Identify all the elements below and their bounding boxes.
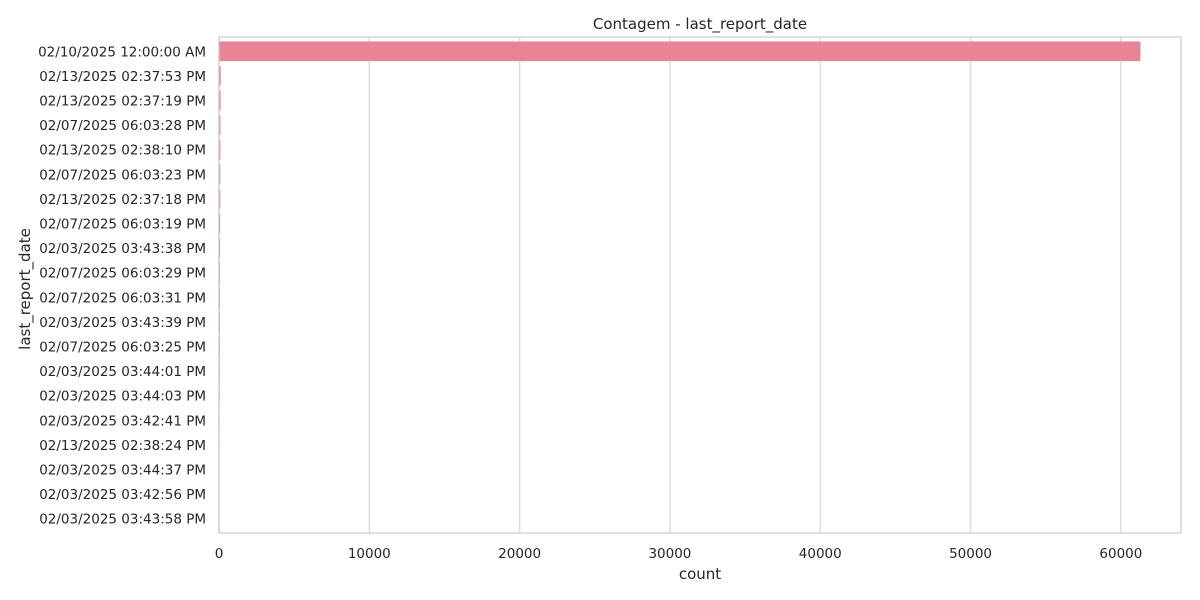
y-tick-label: 02/03/2025 03:42:56 PM [39,487,206,503]
y-tick-label: 02/03/2025 03:43:39 PM [39,315,206,331]
y-tick-label: 02/03/2025 03:44:03 PM [39,389,206,405]
y-tick-label: 02/03/2025 03:44:01 PM [39,364,206,380]
y-tick-label: 02/10/2025 12:00:00 AM [38,44,206,60]
bars [219,41,1141,529]
x-tick-label: 60000 [1099,546,1142,562]
bar [219,139,221,160]
x-axis-ticks: 0 10000 20000 30000 40000 50000 60000 [215,546,1143,562]
x-tick-label: 50000 [949,546,992,562]
bar [219,164,221,185]
x-tick-label: 20000 [498,546,541,562]
y-tick-label: 02/13/2025 02:37:19 PM [39,94,206,110]
x-tick-label: 40000 [799,546,842,562]
bar [219,189,221,209]
bar [219,115,221,135]
chart-title: Contagem - last_report_date [593,15,807,34]
y-tick-label: 02/07/2025 06:03:23 PM [39,167,206,183]
y-tick-label: 02/07/2025 06:03:19 PM [39,217,206,233]
plot-frame [218,36,1182,534]
y-tick-label: 02/07/2025 06:03:25 PM [39,340,206,356]
y-axis-title: last_report_date [16,228,35,350]
x-tick-label: 30000 [648,546,691,562]
y-tick-label: 02/07/2025 06:03:28 PM [39,118,206,134]
bar [219,66,221,86]
bar [219,213,221,234]
bar [219,41,1141,62]
y-tick-label: 02/13/2025 02:38:10 PM [39,143,206,159]
y-tick-label: 02/03/2025 03:42:41 PM [39,413,206,429]
y-tick-label: 02/07/2025 06:03:31 PM [39,290,206,306]
y-axis-ticks: 02/10/2025 12:00:00 AM 02/13/2025 02:37:5… [38,44,206,527]
y-tick-label: 02/03/2025 03:43:38 PM [39,241,206,257]
bar [219,90,221,111]
x-axis-title: count [679,565,721,583]
y-tick-label: 02/13/2025 02:37:53 PM [39,69,206,85]
y-tick-label: 02/13/2025 02:38:24 PM [39,438,206,454]
y-tick-label: 02/07/2025 06:03:29 PM [39,266,206,282]
y-tick-label: 02/03/2025 03:43:58 PM [39,512,206,528]
x-tick-label: 0 [215,546,224,562]
grid-lines [218,37,1122,533]
y-tick-label: 02/03/2025 03:44:37 PM [39,463,206,479]
x-tick-label: 10000 [348,546,391,562]
y-tick-label: 02/13/2025 02:37:18 PM [39,192,206,208]
